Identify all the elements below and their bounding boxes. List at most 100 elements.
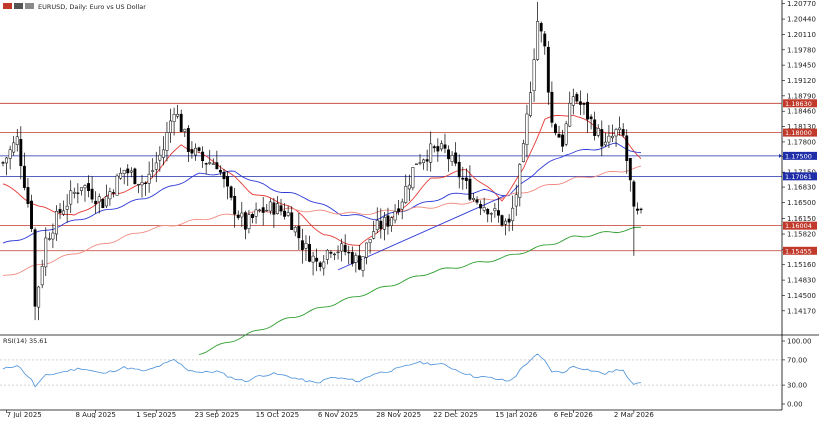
header-icons[interactable] [3,3,34,9]
candle-body-114 [407,184,411,190]
chart-window-icon[interactable] [14,3,23,9]
candle-104 [372,220,376,240]
candle-body-147 [525,113,529,145]
candle-body-49 [176,114,180,117]
time-tick-label-7: 22 Dec 2025 [433,411,478,418]
candle-body-135 [482,207,486,211]
rsi-tick-label-2: 30.00 [787,382,807,390]
candle-101 [361,256,365,277]
candle-11 [40,259,44,289]
candle-38 [136,183,140,194]
candle-body-148 [529,92,532,116]
candle-body-154 [550,91,554,123]
candle-body-72 [258,209,262,211]
candle-body-162 [578,101,582,105]
candle-body-19 [69,190,73,205]
candle-139 [496,197,500,223]
chart-props-icon[interactable] [25,3,34,9]
candle-74 [265,204,269,212]
candle-120 [429,131,433,172]
candle-49 [176,104,180,119]
candle-83 [297,212,301,251]
candle-body-12 [44,237,48,268]
candle-body-100 [357,255,361,270]
candle-119 [425,149,429,171]
candle-body-134 [479,203,483,209]
candle-body-62 [222,171,226,180]
candle-body-8 [30,200,33,229]
level-label-bg-4 [783,221,817,230]
candle-7 [26,177,30,208]
candle-body-170 [607,135,611,143]
candle-177 [632,180,636,256]
candle-body-123 [439,143,443,150]
candle-body-76 [272,202,276,215]
candle-body-10 [37,286,41,308]
candle-67 [240,201,244,227]
price-tick-label-4: 1.19450 [787,62,816,70]
candle-body-57 [204,163,208,165]
candle-body-159 [568,102,572,127]
candle-109 [390,216,393,232]
candle-150 [536,1,540,61]
candle-body-115 [411,167,415,189]
level-label-5: 1.15455 [785,247,812,255]
candle-body-103 [368,239,372,243]
candle-89 [318,261,322,272]
candle-143 [511,195,515,231]
candle-body-37 [133,168,137,184]
candle-27 [97,193,101,214]
candle-56 [201,146,205,168]
time-tick-label-6: 28 Nov 2025 [376,411,421,418]
candle-body-43 [154,162,158,170]
time-tick-label-5: 6 Nov 2025 [318,411,358,418]
candle-body-25 [90,188,94,200]
candle-body-48 [172,114,176,122]
candle-body-97 [347,251,351,254]
candle-132 [472,192,475,202]
current-level-arrow [779,153,782,158]
time-tick-label-3: 23 Sep 2025 [195,411,239,418]
candle-body-66 [236,214,240,218]
candle-163 [582,102,586,115]
candle-100 [357,245,361,271]
candle-127 [454,142,458,167]
candle-165 [589,114,593,130]
candle-body-71 [254,209,258,217]
rsi-line [2,353,642,388]
candle-body-138 [493,208,497,212]
candle-body-177 [632,181,636,207]
candle-body-131 [468,178,472,200]
candle-3 [12,135,16,156]
time-tick-label-1: 8 Aug 2025 [75,411,115,418]
candle-34 [122,169,126,185]
price-tick-label-7: 1.18460 [787,108,816,116]
candle-body-98 [350,252,354,264]
candle-body-108 [386,215,390,227]
level-label-0: 1.18630 [785,100,812,108]
candle-body-9 [33,229,37,307]
time-tick-label-2: 1 Sep 2025 [136,411,176,418]
candle-body-166 [593,119,597,136]
candle-157 [561,129,565,152]
candle-52 [186,125,190,163]
candle-body-112 [400,201,404,210]
candle-135 [482,197,486,213]
candle-body-171 [611,135,614,139]
candle-129 [461,166,465,190]
price-tick-label-13: 1.16500 [787,199,816,207]
candle-17 [62,200,66,217]
chart-flag-icon[interactable] [3,3,12,9]
rsi-tick-label-3: 0.00 [787,401,803,409]
candle-21 [76,183,80,204]
candle-body-93 [333,253,336,256]
candle-106 [379,208,383,239]
candle-95 [340,238,344,262]
candle-146 [521,139,525,163]
candle-141 [504,218,508,236]
candle-body-96 [343,244,347,253]
candle-body-46 [165,132,169,151]
candle-76 [272,197,276,229]
candle-111 [397,199,401,216]
candle-22 [79,187,83,196]
